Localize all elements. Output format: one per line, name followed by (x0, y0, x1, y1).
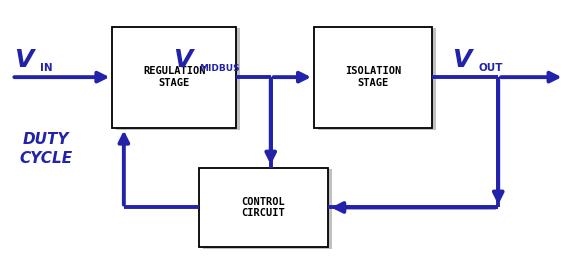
Text: MIDBUS: MIDBUS (199, 64, 240, 73)
Text: V: V (14, 48, 34, 72)
Text: IN: IN (40, 63, 53, 73)
Text: V: V (452, 48, 472, 72)
Text: CONTROL
CIRCUIT: CONTROL CIRCUIT (242, 197, 285, 218)
Bar (116, 28, 240, 130)
Text: V: V (173, 48, 192, 72)
Text: OUT: OUT (478, 63, 503, 73)
Bar (199, 168, 328, 247)
Bar (318, 28, 436, 130)
Bar (203, 169, 332, 249)
Text: ISOLATION
STAGE: ISOLATION STAGE (345, 66, 401, 88)
Text: DUTY
CYCLE: DUTY CYCLE (20, 132, 73, 166)
Bar (112, 27, 236, 128)
Bar (314, 27, 432, 128)
Text: REGULATION
STAGE: REGULATION STAGE (143, 66, 206, 88)
